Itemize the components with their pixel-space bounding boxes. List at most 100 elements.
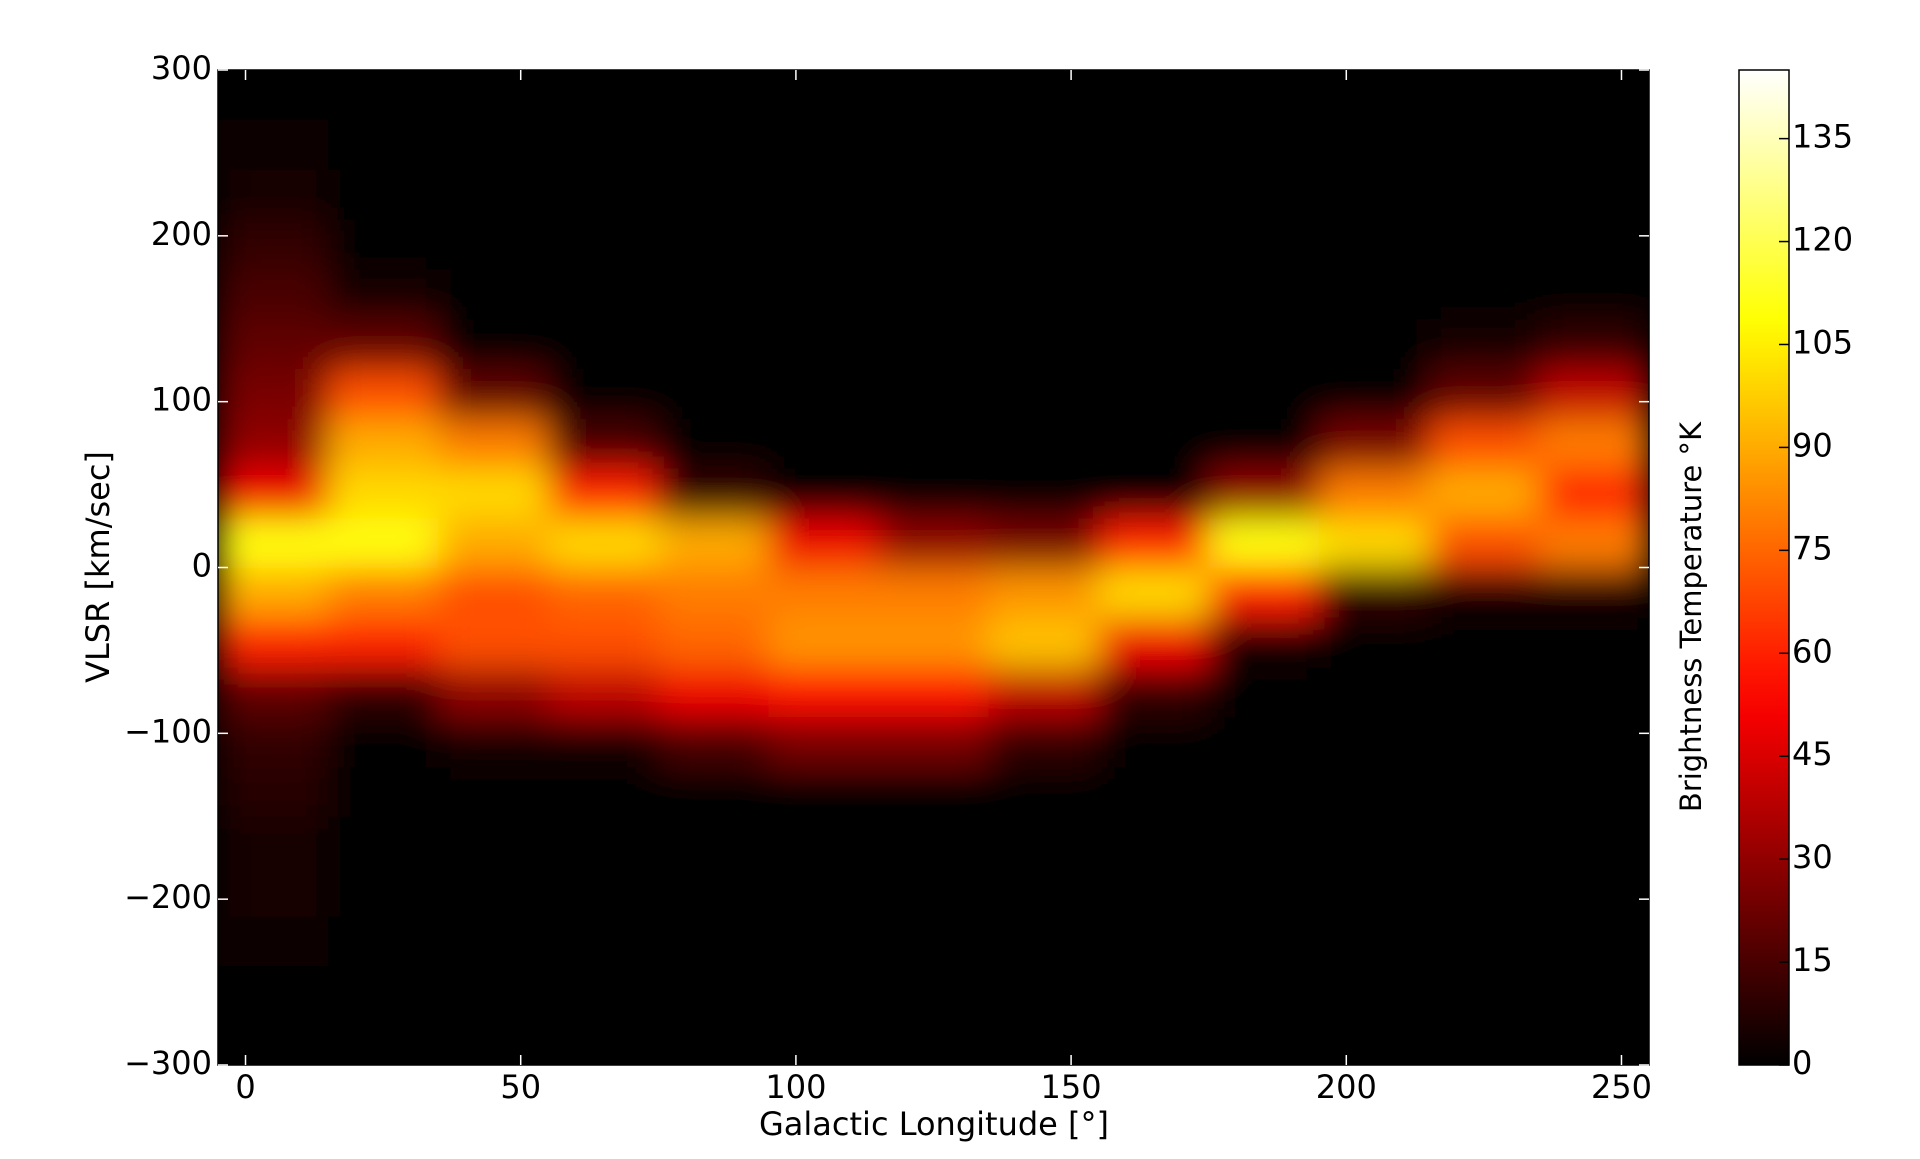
heatmap-cell	[328, 915, 439, 966]
heatmap-cell	[1208, 269, 1320, 320]
heatmap-cell	[988, 766, 1100, 817]
heatmap-cell	[878, 965, 990, 1016]
colorbar-tick-label: 30	[1792, 838, 1833, 876]
heatmap-cell	[878, 368, 990, 419]
heatmap-cell	[438, 915, 549, 966]
heatmap-cell	[328, 866, 439, 917]
heatmap-cell	[1098, 169, 1210, 220]
heatmap-cell	[1208, 368, 1320, 419]
heatmap-cell	[1208, 1015, 1320, 1065]
heatmap-cell	[878, 866, 990, 917]
heatmap-cell	[1318, 766, 1430, 817]
heatmap-cell	[878, 617, 990, 668]
heatmap-cell	[878, 269, 990, 320]
heatmap-cell	[988, 716, 1100, 767]
heatmap-cell	[988, 418, 1100, 469]
heatmap-cell	[1318, 517, 1430, 568]
heatmap-cell	[1208, 418, 1320, 469]
heatmap-cell	[548, 716, 659, 767]
x-tick-label: 250	[1591, 1068, 1652, 1106]
heatmap-cell	[658, 1015, 769, 1065]
heatmap-cell	[658, 269, 769, 320]
heatmap-cell	[1538, 119, 1649, 170]
heatmap-cell	[988, 667, 1100, 718]
heatmap-cell	[658, 219, 769, 270]
y-tick-label: 300	[151, 49, 212, 87]
heatmap-cell	[548, 219, 659, 270]
heatmap-cell	[988, 816, 1100, 867]
heatmap-cell	[1098, 1015, 1210, 1065]
heatmap-cell	[1538, 567, 1649, 618]
y-tick-label: −100	[124, 712, 212, 750]
heatmap-cell	[218, 517, 329, 568]
heatmap-cell	[768, 866, 879, 917]
heatmap-cell	[548, 617, 659, 668]
heatmap-cell	[988, 517, 1100, 568]
heatmap-cell	[218, 269, 329, 320]
heatmap-cell	[878, 318, 990, 369]
heatmap-cell	[1428, 169, 1540, 220]
heatmap-cell	[218, 816, 329, 867]
colorbar-label: Brightness Temperature °K	[1674, 421, 1708, 812]
heatmap-cell	[658, 318, 769, 369]
heatmap-cell	[1428, 269, 1540, 320]
heatmap-cell	[1428, 219, 1540, 270]
heatmap-cell	[328, 119, 439, 170]
heatmap-cell	[1428, 716, 1540, 767]
heatmap-cell	[1538, 418, 1649, 469]
heatmap-cell	[878, 915, 990, 966]
heatmap-cell	[548, 468, 659, 519]
x-tick-label: 100	[765, 1068, 826, 1106]
colorbar-tick-label: 135	[1792, 118, 1853, 156]
heatmap-cell	[1538, 70, 1649, 121]
heatmap-cell	[1098, 866, 1210, 917]
heatmap-cell	[218, 617, 329, 668]
heatmap-cell	[218, 965, 329, 1016]
heatmap-cell	[438, 667, 549, 718]
heatmap-cell	[1098, 517, 1210, 568]
heatmap-cell	[1318, 368, 1430, 419]
heatmap-cell	[768, 766, 879, 817]
colorbar-tick-label: 120	[1792, 221, 1853, 259]
heatmap-cell	[1208, 617, 1320, 668]
heatmap-cell	[328, 1015, 439, 1065]
heatmap-cell	[988, 119, 1100, 170]
heatmap-cell	[328, 816, 439, 867]
heatmap-cell	[548, 418, 659, 469]
heatmap-cell	[548, 915, 659, 966]
heatmap-cell	[768, 70, 879, 121]
heatmap-cell	[548, 70, 659, 121]
heatmap-cell	[1098, 965, 1210, 1016]
heatmap-cell	[1318, 965, 1430, 1016]
heatmap-cell	[988, 318, 1100, 369]
heatmap-cell	[658, 716, 769, 767]
heatmap-cell	[438, 468, 549, 519]
heatmap-cell	[658, 915, 769, 966]
heatmap-cell	[218, 70, 329, 121]
heatmap-cell	[1208, 816, 1320, 867]
colorbar-tick-label: 15	[1792, 941, 1833, 979]
y-tick-label: −200	[124, 878, 212, 916]
heatmap-cell	[988, 965, 1100, 1016]
heatmap-cell	[438, 219, 549, 270]
heatmap-cell	[658, 766, 769, 817]
heatmap-cell	[218, 318, 329, 369]
heatmap-cell	[988, 617, 1100, 668]
heatmap-cell	[1208, 318, 1320, 369]
heatmap-cell	[658, 368, 769, 419]
x-tick-label: 50	[500, 1068, 541, 1106]
heatmap-cell	[438, 517, 549, 568]
heatmap-cell	[328, 667, 439, 718]
heatmap-cell	[1318, 716, 1430, 767]
heatmap-cell	[768, 567, 879, 618]
colorbar-tick-label: 105	[1792, 323, 1853, 361]
colorbar-tick-label: 45	[1792, 735, 1833, 773]
heatmap-cell	[548, 866, 659, 917]
heatmap-cell	[1538, 866, 1649, 917]
heatmap-cell	[1428, 70, 1540, 121]
heatmap-cell	[548, 169, 659, 220]
heatmap-cell	[988, 866, 1100, 917]
heatmap-cell	[328, 965, 439, 1016]
heatmap-cell	[548, 318, 659, 369]
